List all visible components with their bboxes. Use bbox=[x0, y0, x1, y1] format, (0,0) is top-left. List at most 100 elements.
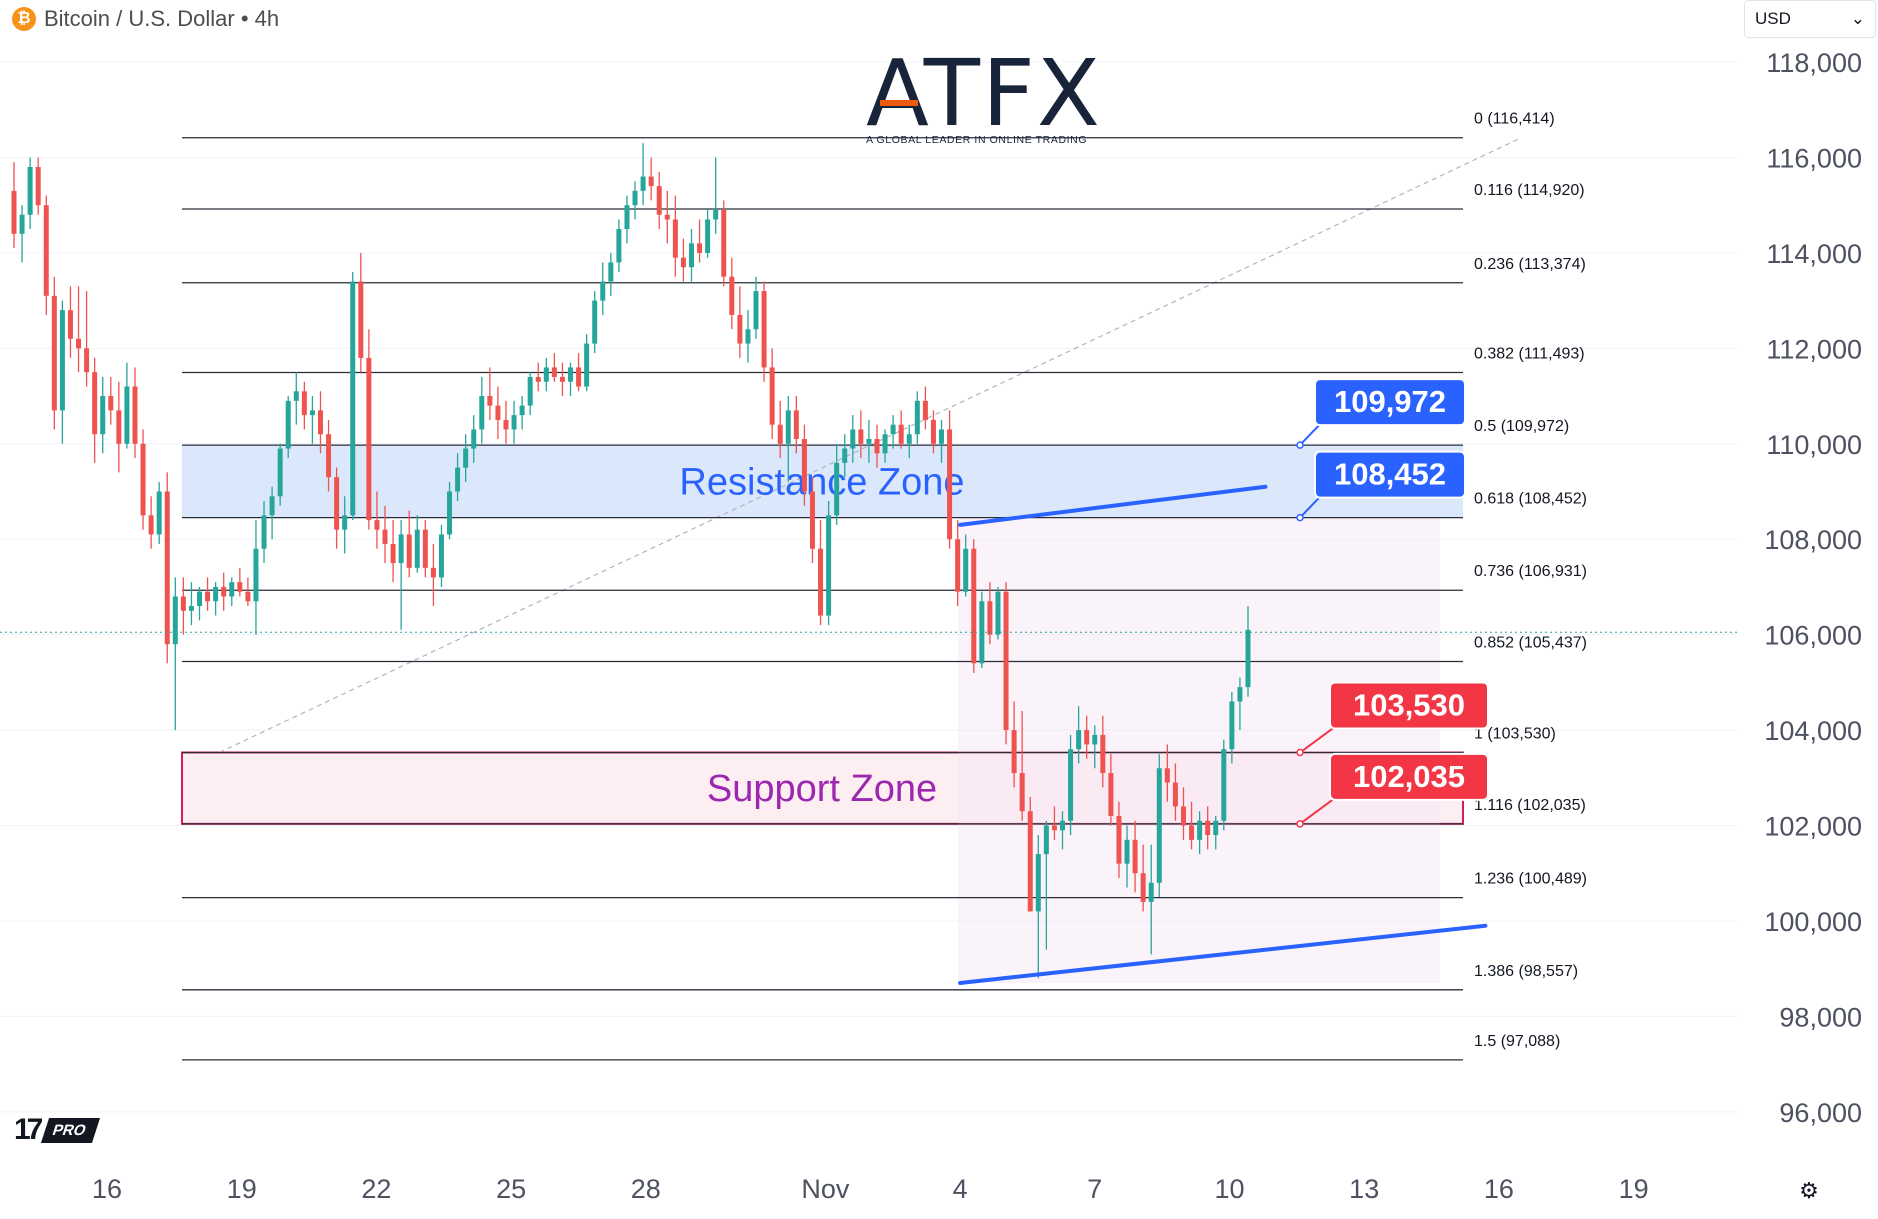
candle-body bbox=[793, 410, 799, 440]
candle-body bbox=[342, 515, 348, 530]
candle-body bbox=[1011, 730, 1017, 774]
candle-body bbox=[721, 209, 727, 277]
candle bbox=[785, 396, 791, 482]
logo-accent-bar bbox=[880, 100, 918, 106]
candle bbox=[237, 567, 243, 597]
candle bbox=[890, 415, 896, 449]
candle-body bbox=[1172, 782, 1178, 807]
candle bbox=[188, 582, 194, 626]
callout-box bbox=[1314, 378, 1466, 427]
candle-body bbox=[1043, 825, 1049, 855]
time-axis-tick-label: 28 bbox=[631, 1174, 661, 1204]
candle-body bbox=[229, 582, 235, 597]
candle-body bbox=[1019, 773, 1025, 812]
candle bbox=[680, 238, 686, 282]
candle bbox=[648, 157, 654, 201]
candle-body bbox=[600, 281, 606, 301]
candle bbox=[551, 353, 557, 382]
candle bbox=[640, 143, 646, 206]
candle bbox=[1172, 763, 1178, 821]
candle bbox=[745, 310, 751, 363]
candle bbox=[777, 400, 783, 459]
candle-body bbox=[1245, 629, 1251, 688]
price-axis-tick-label: 116,000 bbox=[1766, 143, 1862, 173]
candle-body bbox=[334, 477, 340, 530]
time-axis-tick-label: 4 bbox=[953, 1174, 968, 1204]
candle bbox=[1140, 844, 1146, 912]
callout-anchor bbox=[1296, 820, 1304, 828]
callout-label: 103,530 bbox=[1353, 688, 1465, 723]
candle-body bbox=[705, 219, 711, 253]
chevron-down-icon: ⌄ bbox=[1850, 9, 1865, 28]
candle bbox=[285, 396, 291, 459]
candle-body bbox=[84, 348, 90, 373]
upper-trendline bbox=[958, 484, 1268, 527]
callout-leader bbox=[1299, 795, 1339, 825]
candle bbox=[277, 443, 283, 506]
candle bbox=[487, 367, 493, 420]
projection-area bbox=[958, 517, 1440, 983]
candle-body bbox=[1132, 839, 1138, 874]
candle bbox=[713, 157, 719, 234]
candle bbox=[519, 396, 525, 430]
candle bbox=[326, 419, 332, 492]
candle bbox=[342, 496, 348, 554]
symbol-header[interactable]: ₿ Bitcoin / U.S. Dollar • 4h bbox=[12, 6, 279, 32]
candle bbox=[67, 286, 73, 358]
candle-body bbox=[1237, 687, 1243, 702]
price-axis-tick-label: 110,000 bbox=[1766, 430, 1862, 460]
candle bbox=[995, 586, 1001, 640]
candle-body bbox=[11, 190, 17, 234]
price-axis-tick-label: 100,000 bbox=[1764, 907, 1862, 937]
candle-body bbox=[551, 367, 557, 377]
symbol-label[interactable]: Bitcoin / U.S. Dollar • 4h bbox=[44, 6, 280, 31]
support-zone bbox=[181, 751, 1464, 825]
candle bbox=[108, 376, 114, 425]
candle-body bbox=[616, 229, 622, 263]
tradingview-logo[interactable]: 17 PRO bbox=[14, 1113, 100, 1147]
candle bbox=[27, 157, 33, 230]
candle-body bbox=[898, 424, 904, 444]
candle-body bbox=[664, 214, 670, 220]
candle bbox=[705, 209, 711, 258]
bitcoin-icon: ₿ bbox=[12, 7, 36, 31]
candle bbox=[430, 543, 436, 607]
currency-select[interactable]: USD ⌄ bbox=[1744, 0, 1876, 38]
candle-body bbox=[1156, 768, 1162, 883]
candle-body bbox=[963, 548, 969, 592]
candle bbox=[963, 534, 969, 597]
candle-body bbox=[164, 491, 170, 645]
candle bbox=[245, 577, 251, 607]
candle bbox=[1180, 787, 1186, 840]
candle bbox=[205, 577, 211, 611]
candle-body bbox=[237, 582, 243, 592]
candle-body bbox=[197, 591, 203, 607]
fib-level-label: 0.736 (106,931) bbox=[1474, 563, 1587, 580]
candle bbox=[842, 434, 848, 478]
candle bbox=[1051, 806, 1057, 840]
candle-body bbox=[713, 209, 719, 220]
candle-body bbox=[447, 491, 453, 535]
candle-body bbox=[398, 534, 404, 564]
candle-body bbox=[842, 448, 848, 463]
candle-body bbox=[261, 515, 267, 549]
candle-body bbox=[697, 243, 703, 253]
candle bbox=[76, 286, 82, 373]
candle-body bbox=[906, 434, 912, 444]
candle-body bbox=[680, 257, 686, 268]
candle-body bbox=[59, 310, 65, 411]
candle bbox=[1027, 796, 1033, 912]
candle-body bbox=[438, 534, 444, 578]
candle bbox=[479, 376, 485, 444]
logo-tagline: A GLOBAL LEADER IN ONLINE TRADING bbox=[866, 134, 1088, 146]
candle-body bbox=[995, 591, 1001, 635]
candle bbox=[390, 520, 396, 583]
candle-body bbox=[455, 467, 461, 492]
settings-icon[interactable]: ⚙ bbox=[1799, 1178, 1819, 1203]
candle-body bbox=[519, 405, 525, 416]
price-axis-tick-label: 118,000 bbox=[1766, 48, 1862, 78]
candle-body bbox=[188, 606, 194, 611]
candle bbox=[1164, 744, 1170, 802]
candle bbox=[471, 415, 477, 463]
